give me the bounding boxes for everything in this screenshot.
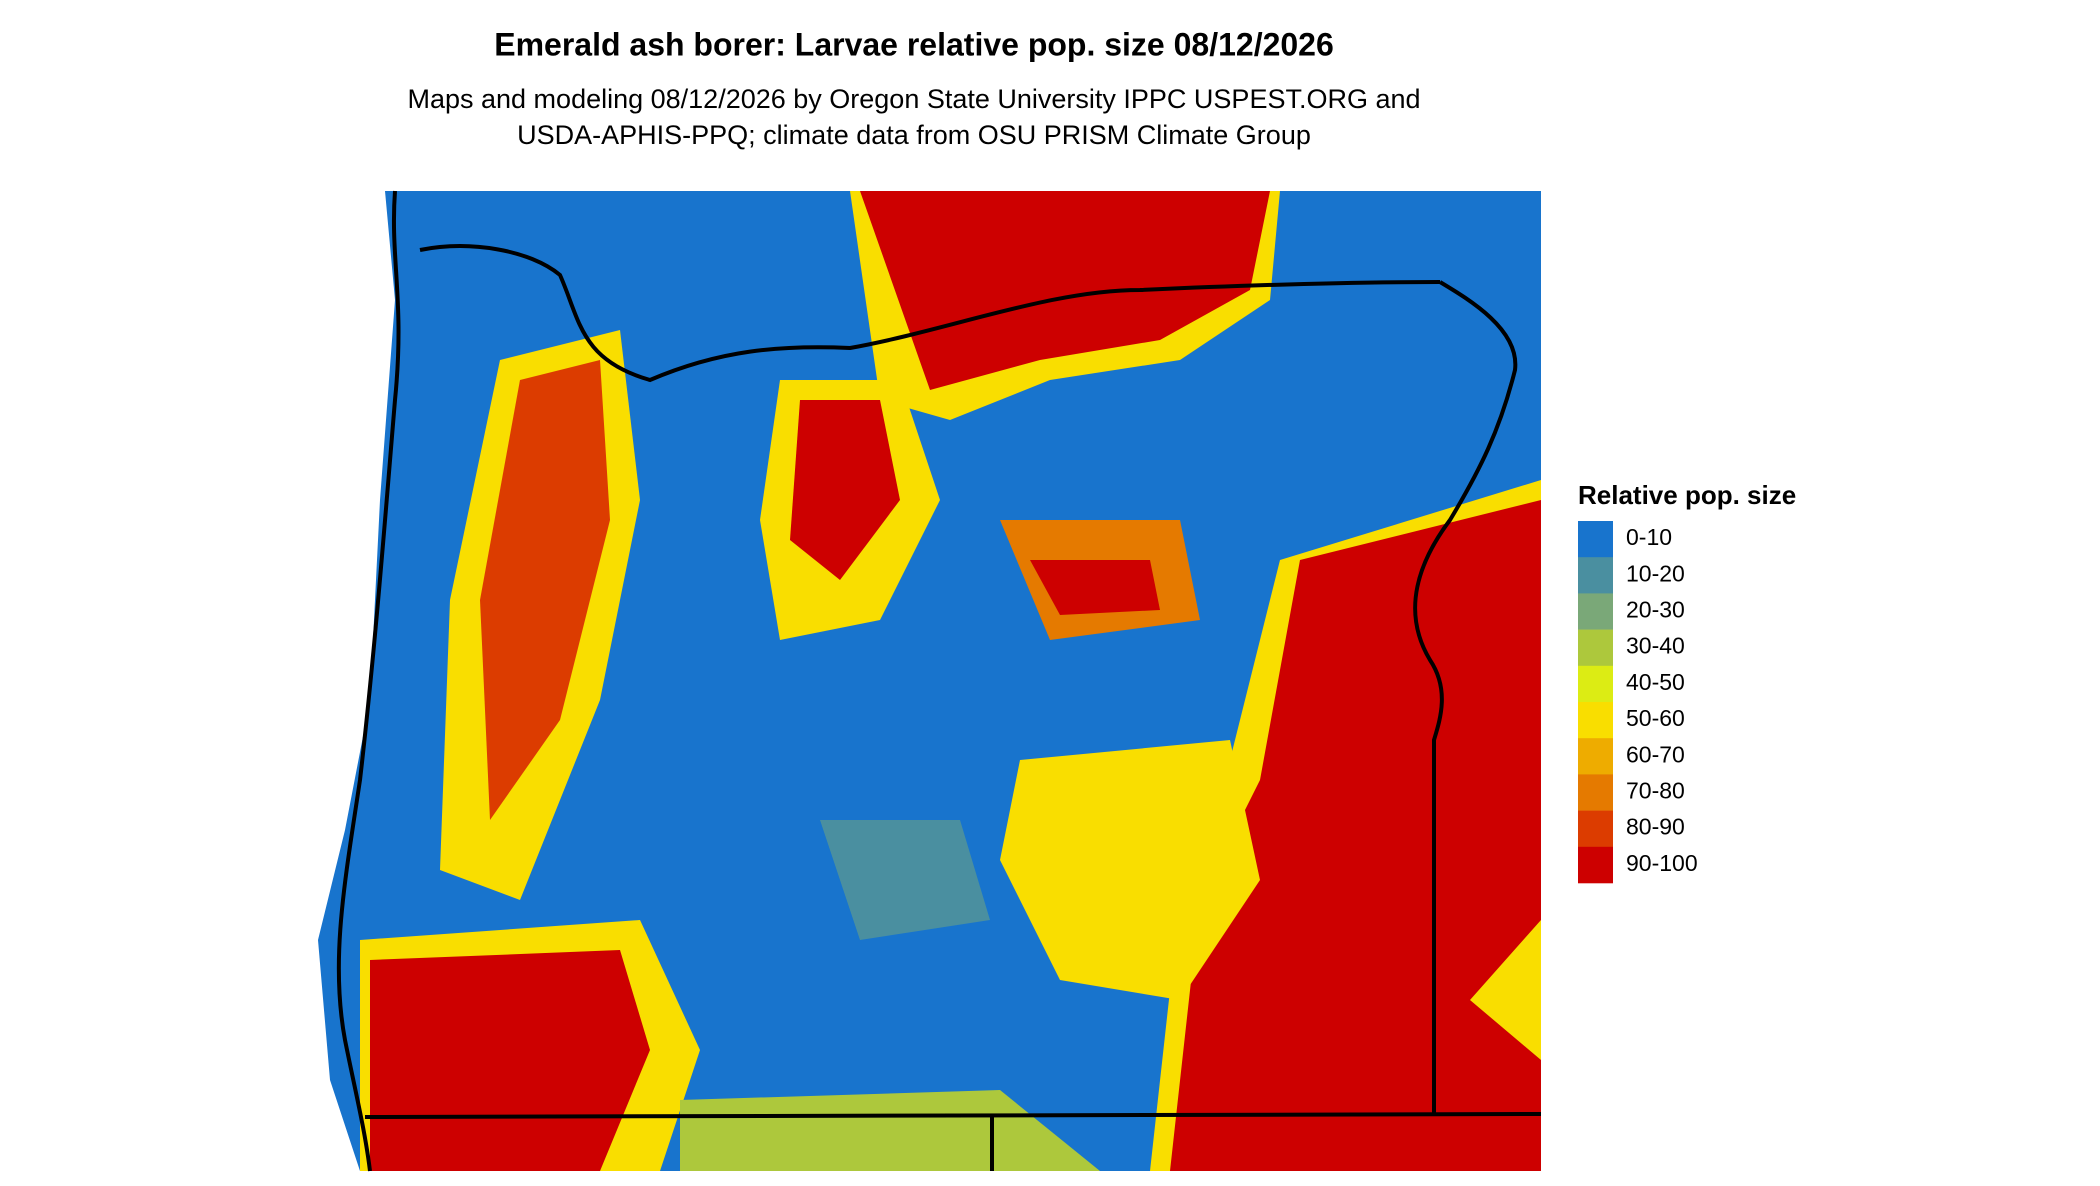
legend-swatch [1578,702,1613,739]
legend-title: Relative pop. size [1578,480,1796,510]
legend-swatch [1578,521,1613,558]
legend-label: 30-40 [1626,633,1685,659]
legend-label: 60-70 [1626,741,1685,767]
legend: 0-10 10-20 20-30 30-40 40-50 50-60 60-70 70-80 8… [1578,521,1698,884]
legend-swatch [1578,846,1613,884]
legend-label: 0-10 [1626,524,1672,550]
state-borders [336,190,1542,1172]
legend-swatch [1578,810,1613,848]
legend-label: 70-80 [1626,777,1685,803]
legend-label: 40-50 [1626,669,1685,695]
legend-swatch [1578,738,1613,775]
legend-label: 20-30 [1626,596,1685,622]
map-subtitle: Maps and modeling 08/12/2026 by Oregon S… [407,84,1420,114]
raster-map [318,191,1541,1171]
legend-swatch [1578,557,1613,594]
legend-swatch [1578,774,1613,811]
map-title: Emerald ash borer: Larvae relative pop. … [494,26,1334,62]
legend-swatch [1578,629,1613,667]
legend-swatch [1578,665,1613,703]
legend-label: 80-90 [1626,814,1685,840]
legend-label: 10-20 [1626,560,1685,586]
map-subtitle: USDA-APHIS-PPQ; climate data from OSU PR… [517,120,1311,150]
legend-label: 50-60 [1626,705,1685,731]
legend-swatch [1578,593,1613,630]
legend-label: 90-100 [1626,850,1698,876]
